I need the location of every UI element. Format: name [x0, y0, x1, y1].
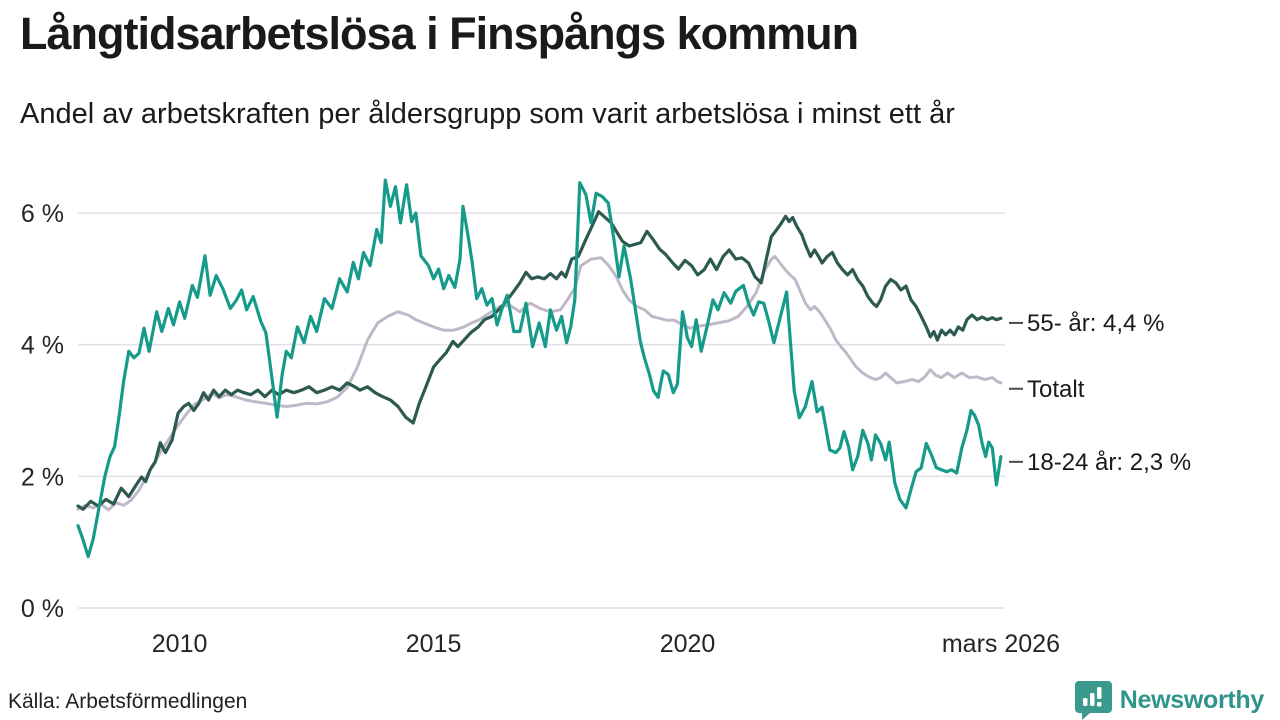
- series-end-label-55-r: 55- år: 4,4 %: [1027, 310, 1164, 337]
- series-line-totalt: [76, 255, 1003, 512]
- series-line-55-r: [76, 210, 1003, 511]
- newsworthy-wordmark: Newsworthy: [1119, 685, 1265, 714]
- page-title: Långtidsarbetslösa i Finspångs kommun: [20, 8, 859, 59]
- x-tick-label: 2020: [660, 630, 716, 658]
- x-tick-label: 2015: [406, 630, 462, 658]
- chart-subtitle: Andel av arbetskraften per åldersgrupp s…: [20, 98, 955, 130]
- series-end-label-totalt: Totalt: [1027, 376, 1085, 403]
- y-tick-label: 4 %: [21, 332, 64, 360]
- y-tick-label: 0 %: [21, 595, 64, 623]
- x-tick-label: 2010: [152, 630, 208, 658]
- source-note: Källa: Arbetsförmedlingen: [8, 690, 248, 713]
- y-tick-label: 6 %: [21, 200, 64, 228]
- newsworthy-logo-icon: [1074, 680, 1112, 720]
- series-line-18-24-r: [76, 178, 1003, 559]
- x-tick-label: mars 2026: [942, 630, 1060, 658]
- y-tick-label: 2 %: [21, 463, 64, 491]
- newsworthy-logo: Newsworthy: [1074, 680, 1265, 720]
- series-end-label-18-24-r: 18-24 år: 2,3 %: [1027, 449, 1191, 476]
